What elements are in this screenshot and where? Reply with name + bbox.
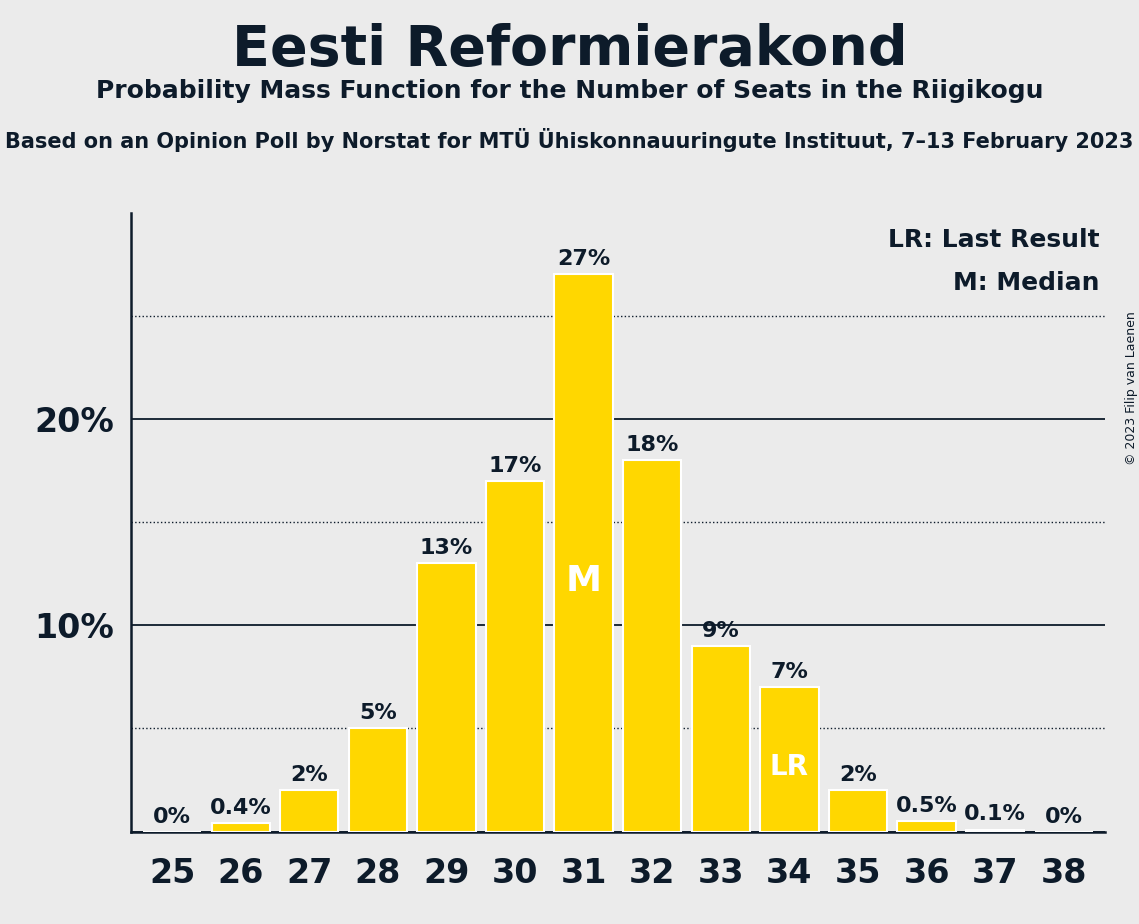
Bar [417, 564, 476, 832]
Text: 0%: 0% [153, 808, 191, 828]
Bar [691, 646, 749, 832]
Text: 5%: 5% [359, 703, 396, 723]
Text: 27%: 27% [557, 249, 611, 269]
Bar [760, 687, 819, 832]
Text: 7%: 7% [770, 662, 809, 682]
Bar [212, 823, 270, 832]
Text: © 2023 Filip van Laenen: © 2023 Filip van Laenen [1124, 311, 1138, 465]
Text: Eesti Reformierakond: Eesti Reformierakond [231, 23, 908, 77]
Text: Probability Mass Function for the Number of Seats in the Riigikogu: Probability Mass Function for the Number… [96, 79, 1043, 103]
Text: 2%: 2% [290, 765, 328, 785]
Text: 0.5%: 0.5% [895, 796, 958, 816]
Bar [966, 830, 1024, 832]
Bar [555, 274, 613, 832]
Bar [349, 728, 407, 832]
Text: 2%: 2% [839, 765, 877, 785]
Bar [623, 460, 681, 832]
Text: 18%: 18% [625, 435, 679, 455]
Text: 9%: 9% [702, 621, 739, 640]
Text: Based on an Opinion Poll by Norstat for MTÜ Ühiskonnauuringute Instituut, 7–13 F: Based on an Opinion Poll by Norstat for … [6, 128, 1133, 152]
Text: 17%: 17% [489, 456, 542, 476]
Text: 0.4%: 0.4% [210, 798, 271, 818]
Bar [486, 480, 544, 832]
Text: M: M [566, 564, 601, 598]
Text: 0.1%: 0.1% [964, 805, 1026, 824]
Bar [280, 790, 338, 832]
Text: 0%: 0% [1044, 808, 1083, 828]
Text: LR: Last Result: LR: Last Result [888, 228, 1100, 252]
Text: LR: LR [770, 752, 809, 781]
Text: 13%: 13% [420, 538, 473, 558]
Bar [829, 790, 887, 832]
Text: M: Median: M: Median [953, 272, 1100, 296]
Bar [898, 821, 956, 832]
